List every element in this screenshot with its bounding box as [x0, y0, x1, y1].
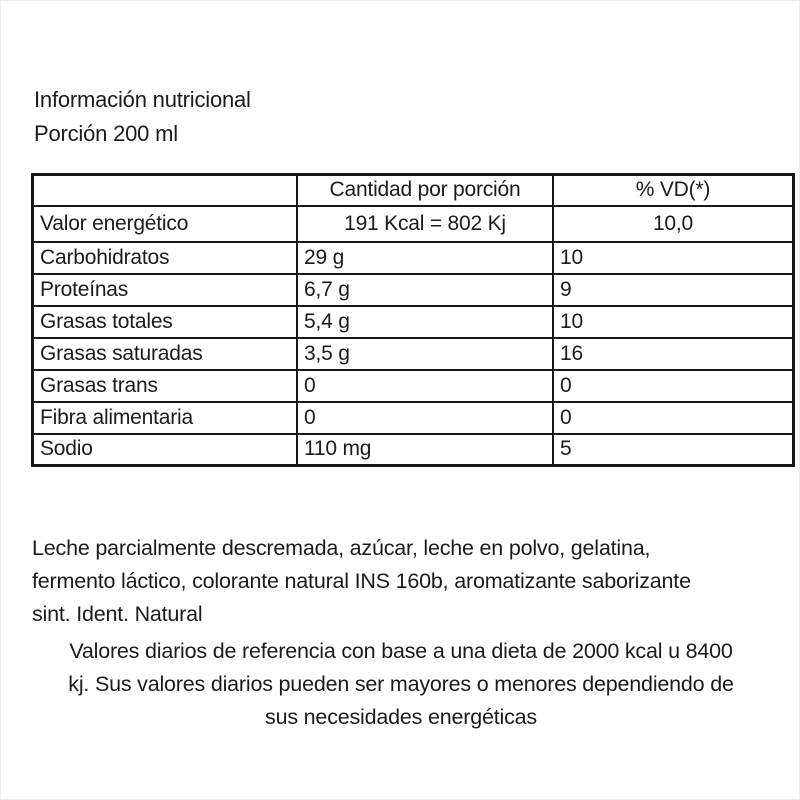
table-header-row: Cantidad por porción % VD(*) [31, 173, 795, 207]
nutrient-label: Valor energético [31, 204, 298, 243]
note-line: kj. Sus valores diarios pueden ser mayor… [68, 672, 734, 696]
nutrient-vd: 9 [552, 272, 795, 307]
nutrient-vd: 10 [552, 240, 795, 275]
nutrient-amount: 191 Kcal = 802 Kj [296, 204, 554, 243]
nutrient-vd: 0 [552, 400, 795, 435]
table-row: Proteínas 6,7 g 9 [31, 272, 795, 307]
nutrient-label: Grasas saturadas [31, 336, 298, 371]
nutrient-amount: 0 [296, 368, 554, 403]
nutrient-label: Proteínas [31, 272, 298, 307]
nutrient-vd: 16 [552, 336, 795, 371]
nutrient-amount: 0 [296, 400, 554, 435]
label-header: Información nutricional Porción 200 ml [34, 83, 251, 151]
table-row: Carbohidratos 29 g 10 [31, 240, 795, 275]
nutrient-label: Carbohidratos [31, 240, 298, 275]
nutrient-vd: 10 [552, 304, 795, 339]
table-row: Grasas saturadas 3,5 g 16 [31, 336, 795, 371]
ingredients-line: Leche parcialmente descremada, azúcar, l… [32, 536, 651, 560]
ingredients-line: sint. Ident. Natural [32, 602, 203, 626]
nutrient-vd: 5 [552, 432, 795, 467]
nutrient-amount: 110 mg [296, 432, 554, 467]
nutrient-label: Grasas trans [31, 368, 298, 403]
column-header-amount: Cantidad por porción [296, 173, 554, 207]
nutrient-vd: 0 [552, 368, 795, 403]
note-line: Valores diarios de referencia con base a… [69, 639, 733, 663]
daily-values-note: Valores diarios de referencia con base a… [16, 635, 786, 734]
column-header-vd: % VD(*) [552, 173, 795, 207]
nutrient-label: Fibra alimentaria [31, 400, 298, 435]
nutrient-amount: 5,4 g [296, 304, 554, 339]
nutrition-table: Cantidad por porción % VD(*) Valor energ… [31, 173, 795, 467]
table-row: Sodio 110 mg 5 [31, 432, 795, 467]
nutrient-label: Sodio [31, 432, 298, 467]
nutrient-label: Grasas totales [31, 304, 298, 339]
corner-cell [31, 173, 298, 207]
table-row-energy: Valor energético 191 Kcal = 802 Kj 10,0 [31, 204, 795, 243]
nutrient-amount: 6,7 g [296, 272, 554, 307]
table-row: Grasas trans 0 0 [31, 368, 795, 403]
ingredients-line: fermento láctico, colorante natural INS … [32, 569, 691, 593]
nutrient-amount: 29 g [296, 240, 554, 275]
nutrient-vd: 10,0 [552, 204, 795, 243]
portion-size: Porción 200 ml [34, 121, 178, 146]
table-row: Fibra alimentaria 0 0 [31, 400, 795, 435]
note-line: sus necesidades energéticas [265, 705, 537, 729]
nutrient-amount: 3,5 g [296, 336, 554, 371]
table-row: Grasas totales 5,4 g 10 [31, 304, 795, 339]
page-title: Información nutricional [34, 87, 251, 112]
ingredients-text: Leche parcialmente descremada, azúcar, l… [32, 532, 777, 631]
